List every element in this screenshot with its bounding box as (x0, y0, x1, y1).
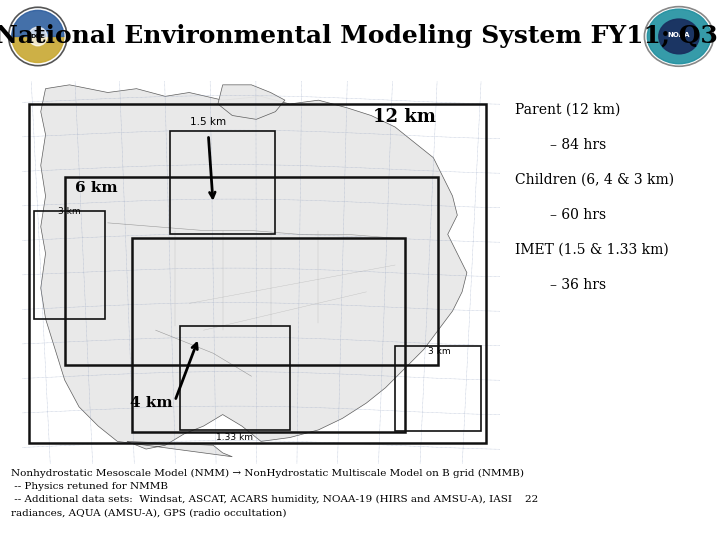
Text: – 84 hrs: – 84 hrs (515, 138, 606, 152)
Text: – 36 hrs: – 36 hrs (515, 278, 606, 292)
Circle shape (647, 9, 711, 64)
Text: National Environmental Modeling System FY11; Q3: National Environmental Modeling System F… (0, 24, 718, 49)
Text: NOAA: NOAA (667, 32, 690, 38)
Text: 6 km: 6 km (74, 181, 117, 195)
Text: 3 km: 3 km (428, 347, 451, 356)
Text: 1.5 km: 1.5 km (190, 117, 226, 127)
Text: – 60 hrs: – 60 hrs (515, 208, 606, 222)
Text: 4 km: 4 km (130, 396, 172, 410)
Text: Parent (12 km): Parent (12 km) (515, 103, 620, 117)
Text: DOE: DOE (30, 34, 45, 39)
Polygon shape (218, 85, 285, 119)
Bar (29, 104, 486, 443)
Text: IMET (1.5 & 1.33 km): IMET (1.5 & 1.33 km) (515, 242, 668, 256)
Wedge shape (12, 36, 64, 63)
Text: 1.33 km: 1.33 km (216, 433, 253, 442)
Text: 12 km: 12 km (373, 109, 436, 126)
Bar (65, 177, 438, 364)
Circle shape (29, 27, 47, 46)
Bar (179, 326, 289, 430)
Text: Children (6, 4 & 3 km): Children (6, 4 & 3 km) (515, 173, 674, 187)
Text: Nonhydrostatic Mesoscale Model (NMM) → NonHydrostatic Multiscale Model on B grid: Nonhydrostatic Mesoscale Model (NMM) → N… (11, 469, 538, 517)
Bar (132, 238, 405, 432)
Bar (395, 346, 481, 431)
Wedge shape (12, 10, 64, 37)
Polygon shape (41, 85, 467, 457)
Circle shape (659, 19, 699, 54)
Bar (34, 211, 105, 319)
Bar (170, 131, 275, 234)
Text: 3 km: 3 km (58, 207, 81, 216)
